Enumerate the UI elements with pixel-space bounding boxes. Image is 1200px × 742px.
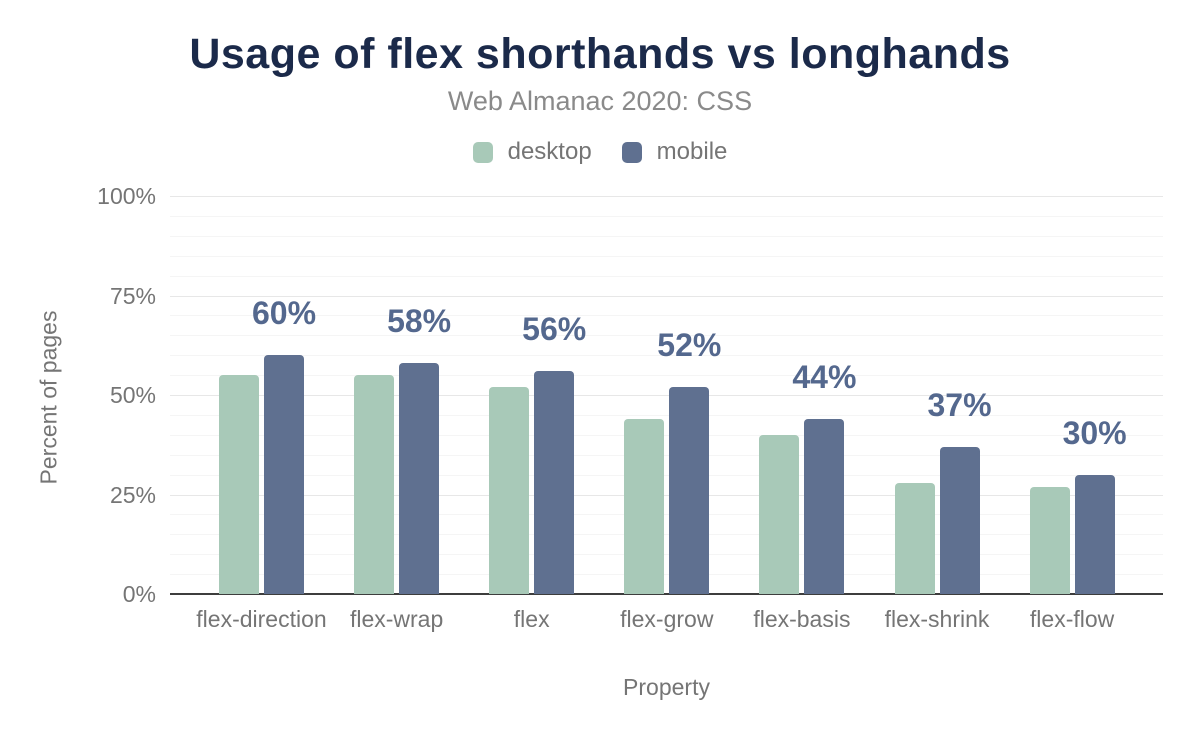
x-axis-line (170, 593, 1163, 595)
bar-group-flex-direction: 60% (219, 196, 316, 594)
x-axis-title: Property (623, 674, 710, 700)
x-tick-label-flex-grow: flex-grow (620, 606, 714, 632)
bar-value-label: 60% (251, 295, 317, 332)
plot-area: 60% 58% 56% 52% 44% 37% 30% (170, 196, 1163, 595)
mobile-swatch-icon (621, 141, 642, 163)
bar-value-label: 30% (1062, 414, 1127, 451)
bar-value-label: 56% (522, 311, 587, 348)
y-tick-label: 75% (109, 282, 156, 309)
minor-gridline (170, 355, 1163, 357)
y-tick-label: 100% (97, 183, 156, 209)
major-gridline (170, 494, 1163, 496)
minor-gridline (170, 215, 1163, 217)
x-tick-label-flex-direction: flex-direction (196, 606, 327, 632)
minor-gridline (170, 335, 1163, 337)
bar-desktop-flex-flow (1029, 486, 1070, 594)
bar-mobile-flex (534, 371, 575, 594)
minor-gridline (170, 514, 1163, 516)
bar-value-label: 52% (657, 327, 722, 364)
major-gridline (170, 196, 1163, 197)
minor-gridline (170, 474, 1163, 476)
minor-gridline (170, 454, 1163, 456)
y-tick-label: 50% (109, 382, 156, 408)
legend-label-mobile: mobile (656, 138, 728, 165)
bar-mobile-flex-direction (264, 355, 304, 594)
bar-desktop-flex-basis (759, 434, 800, 594)
x-tick-label-flex-wrap: flex-wrap (349, 606, 444, 632)
bar-group-flex-grow: 52% (624, 196, 721, 594)
x-tick-label-flex-shrink: flex-shrink (884, 606, 990, 632)
y-tick-label: 0% (122, 581, 156, 607)
bar-desktop-flex-shrink (894, 482, 935, 594)
x-tick-label-flex: flex (513, 606, 550, 632)
bar-group-flex-shrink: 37% (894, 196, 992, 594)
minor-gridline (170, 434, 1163, 436)
minor-gridline (170, 554, 1163, 556)
bar-desktop-flex (489, 387, 530, 594)
minor-gridline (170, 534, 1163, 536)
bar-value-label: 37% (927, 386, 992, 423)
bar-mobile-flex-flow (1074, 474, 1115, 594)
minor-gridline (170, 574, 1163, 576)
bar-desktop-flex-wrap (354, 375, 395, 594)
minor-gridline (170, 375, 1163, 377)
bar-group-flex: 56% (489, 196, 586, 594)
desktop-swatch-icon (472, 141, 493, 163)
minor-gridline (170, 255, 1163, 257)
bar-mobile-flex-grow (669, 387, 710, 594)
bar-mobile-flex-basis (804, 418, 845, 594)
bar-value-label: 58% (387, 303, 452, 340)
legend: desktop mobile (0, 138, 1200, 166)
y-tick-label: 25% (109, 481, 156, 508)
bar-desktop-flex-direction (219, 375, 259, 594)
x-tick-label-flex-basis: flex-basis (753, 606, 851, 632)
legend-label-desktop: desktop (507, 138, 592, 165)
minor-gridline (170, 235, 1163, 237)
legend-item-desktop: desktop (472, 138, 592, 166)
bar-group-flex-basis: 44% (759, 196, 856, 594)
bar-group-flex-wrap: 58% (354, 196, 451, 594)
x-tick-label-flex-flow: flex-flow (1029, 606, 1115, 632)
major-gridline (170, 295, 1163, 297)
bar-mobile-flex-wrap (399, 363, 440, 594)
minor-gridline (170, 275, 1163, 277)
major-gridline (170, 395, 1163, 396)
minor-gridline (170, 414, 1163, 416)
bar-group-flex-flow: 30% (1029, 196, 1127, 594)
legend-item-mobile: mobile (621, 138, 728, 166)
minor-gridline (170, 315, 1163, 317)
bar-mobile-flex-shrink (939, 446, 980, 594)
chart-subtitle: Web Almanac 2020: CSS (447, 86, 753, 116)
bar-desktop-flex-grow (624, 418, 665, 594)
chart-title: Usage of flex shorthands vs longhands (189, 30, 1011, 78)
bar-value-label: 44% (792, 358, 857, 395)
